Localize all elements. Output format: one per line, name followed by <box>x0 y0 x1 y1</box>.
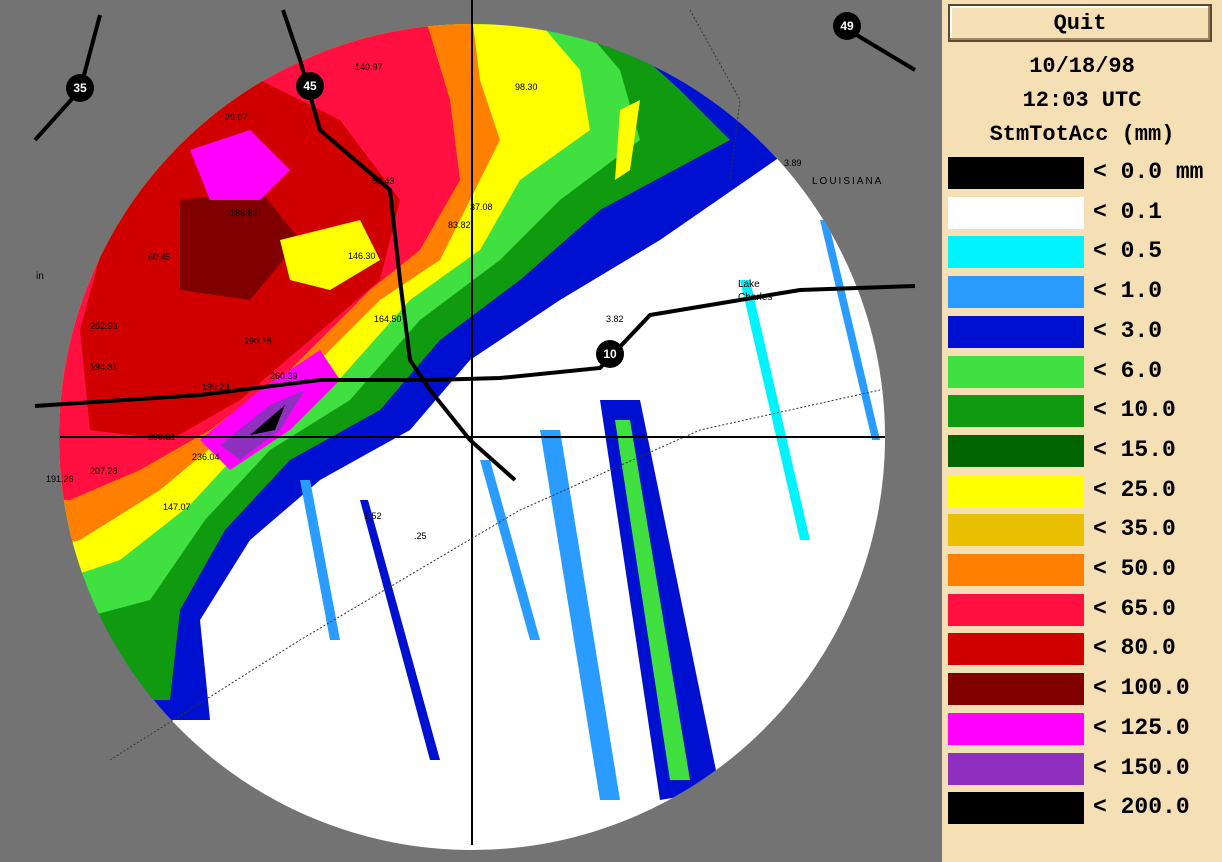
highway-label: 10 <box>603 347 617 361</box>
legend-label: < 125.0 <box>1093 714 1190 741</box>
radar-map: 35 45 49 10 LOUISIANA Lake Charles in 14… <box>33 0 917 850</box>
map-value: 164.50 <box>374 314 402 324</box>
legend-swatch <box>948 434 1084 467</box>
legend-swatch <box>948 752 1084 785</box>
legend-label: < 200.0 <box>1093 794 1190 821</box>
date: 10/18/98 <box>1029 54 1135 79</box>
map-value: 260.39 <box>270 371 298 381</box>
highway-shields <box>66 12 861 368</box>
legend-swatch <box>948 395 1084 428</box>
map-value: 147.07 <box>163 502 191 512</box>
map-value: 53.43 <box>372 176 395 186</box>
legend-swatch <box>948 673 1084 706</box>
control-panel: Quit 10/18/98 12:03 UTC StmTotAcc (mm) <… <box>942 0 1222 862</box>
map-value: 236.04 <box>192 452 220 462</box>
map-value: 146.30 <box>348 251 376 261</box>
legend-label: < 100.0 <box>1093 675 1190 702</box>
map-value: 37.08 <box>470 202 493 212</box>
city-label: Charles <box>738 292 772 303</box>
legend-swatch <box>948 554 1084 586</box>
map-value: .25 <box>414 531 427 541</box>
legend-swatch <box>948 633 1084 666</box>
legend-swatch <box>948 593 1084 626</box>
map-value: 60.45 <box>148 252 171 262</box>
legend-label: < 6.0 <box>1093 357 1163 384</box>
legend-label: < 1.0 <box>1093 278 1163 305</box>
legend-label: < 25.0 <box>1093 476 1176 503</box>
legend-label: < 0.0 mm <box>1093 159 1204 185</box>
edge-label: in <box>36 271 44 282</box>
map-value: 199.29 <box>202 382 230 392</box>
legend-label: < 10.0 <box>1093 397 1176 424</box>
legend-swatch <box>948 355 1084 388</box>
quit-button[interactable]: Quit <box>948 4 1212 42</box>
legend-swatch <box>948 236 1084 269</box>
highway-label: 49 <box>840 19 854 33</box>
map-value: 191.26 <box>46 474 74 484</box>
legend-label: < 0.1 <box>1093 198 1163 225</box>
legend-label: < 150.0 <box>1093 754 1190 781</box>
legend-label: < 0.5 <box>1093 238 1163 265</box>
city-label: Lake <box>738 279 760 290</box>
map-value: 207.28 <box>90 466 118 476</box>
map-value: 29.07 <box>225 112 248 122</box>
product: StmTotAcc (mm) <box>989 122 1175 147</box>
map-value: 140.97 <box>355 62 383 72</box>
map-value: 1.52 <box>364 511 382 521</box>
map-value: 3.82 <box>606 314 624 324</box>
legend-swatch <box>948 315 1084 348</box>
legend-swatch <box>948 792 1084 825</box>
legend-label: < 15.0 <box>1093 436 1176 463</box>
map-value: 252.93 <box>90 321 118 331</box>
legend-swatch <box>948 157 1084 189</box>
time: 12:03 UTC <box>1022 88 1142 113</box>
legend-swatch <box>948 474 1084 507</box>
map-value: 3.89 <box>784 158 802 168</box>
highway-label: 35 <box>73 81 87 95</box>
legend-label: < 65.0 <box>1093 595 1176 622</box>
legend-swatch <box>948 196 1084 229</box>
legend-label: < 50.0 <box>1093 556 1176 582</box>
highway-label: 45 <box>303 79 317 93</box>
map-value: 200.81 <box>148 432 176 442</box>
legend-label: < 3.0 <box>1093 317 1163 344</box>
map-value: 83.82 <box>448 220 471 230</box>
map-value: 98.30 <box>515 82 538 92</box>
legend-label: < 35.0 <box>1093 516 1176 543</box>
legend-swatch <box>948 712 1084 745</box>
map-value: 194.31 <box>90 362 118 372</box>
legend-label: < 80.0 <box>1093 635 1176 662</box>
legend-swatch <box>948 514 1084 547</box>
map-value: 186.82 <box>230 208 258 218</box>
boundaries <box>109 9 881 761</box>
map-value: 190.78 <box>244 336 272 346</box>
legend-swatch <box>948 276 1084 309</box>
state-label: LOUISIANA <box>812 176 883 187</box>
